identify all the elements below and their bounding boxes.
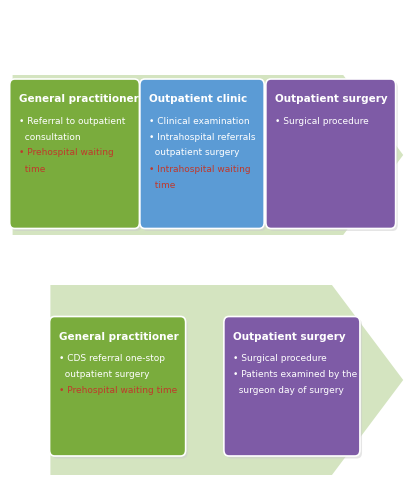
Text: • Intrahospital waiting: • Intrahospital waiting bbox=[149, 164, 251, 173]
FancyBboxPatch shape bbox=[140, 79, 264, 229]
FancyBboxPatch shape bbox=[268, 82, 398, 231]
FancyBboxPatch shape bbox=[266, 79, 396, 229]
Text: time: time bbox=[149, 180, 176, 190]
FancyBboxPatch shape bbox=[50, 316, 186, 456]
Text: consultation: consultation bbox=[19, 132, 81, 141]
FancyBboxPatch shape bbox=[10, 79, 139, 229]
Text: Outpatient surgery: Outpatient surgery bbox=[233, 332, 346, 342]
Text: • Clinical examination: • Clinical examination bbox=[149, 116, 250, 126]
Text: General practitioner: General practitioner bbox=[19, 94, 139, 104]
Text: General practitioner: General practitioner bbox=[59, 332, 178, 342]
Text: Outpatient surgery: Outpatient surgery bbox=[275, 94, 388, 104]
Text: • CDS referral one-stop: • CDS referral one-stop bbox=[59, 354, 165, 363]
FancyBboxPatch shape bbox=[12, 82, 142, 231]
Text: • Patients examined by the: • Patients examined by the bbox=[233, 370, 357, 379]
Text: • Surgical procedure: • Surgical procedure bbox=[275, 116, 369, 126]
Text: • Intrahospital referrals: • Intrahospital referrals bbox=[149, 132, 256, 141]
Text: time: time bbox=[19, 164, 45, 173]
FancyBboxPatch shape bbox=[226, 319, 362, 458]
Polygon shape bbox=[50, 285, 403, 475]
Text: outpatient surgery: outpatient surgery bbox=[149, 148, 239, 158]
Text: surgeon day of surgery: surgeon day of surgery bbox=[233, 386, 344, 395]
Text: • Surgical procedure: • Surgical procedure bbox=[233, 354, 327, 363]
FancyBboxPatch shape bbox=[224, 316, 360, 456]
Polygon shape bbox=[13, 75, 403, 235]
Text: • Referral to outpatient: • Referral to outpatient bbox=[19, 116, 125, 126]
FancyBboxPatch shape bbox=[52, 319, 188, 458]
Text: outpatient surgery: outpatient surgery bbox=[59, 370, 149, 379]
Text: Outpatient clinic: Outpatient clinic bbox=[149, 94, 247, 104]
Text: • Prehospital waiting: • Prehospital waiting bbox=[19, 148, 114, 158]
Text: • Prehospital waiting time: • Prehospital waiting time bbox=[59, 386, 177, 395]
FancyBboxPatch shape bbox=[142, 82, 266, 231]
